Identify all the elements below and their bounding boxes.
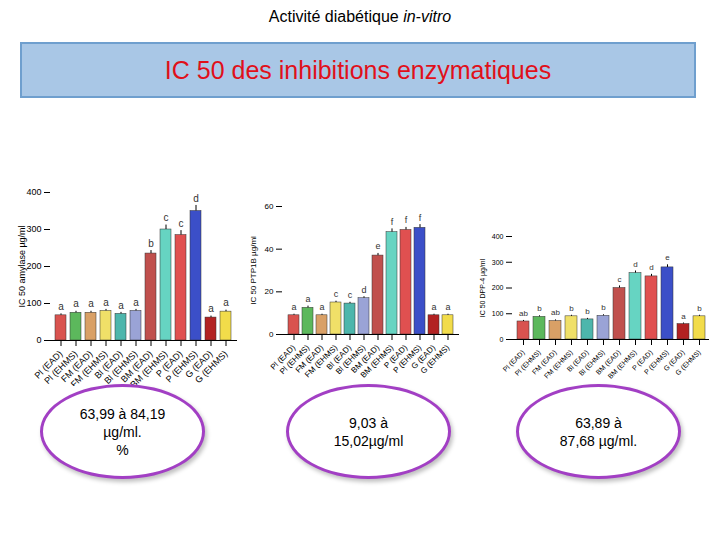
svg-text:a: a: [58, 301, 64, 312]
svg-text:a: a: [88, 298, 94, 309]
svg-text:Bl (EAD): Bl (EAD): [324, 343, 354, 372]
svg-text:Bl (EHMS): Bl (EHMS): [102, 348, 140, 386]
svg-text:0: 0: [36, 335, 41, 345]
svg-text:60: 60: [265, 202, 274, 211]
svg-text:a: a: [103, 297, 109, 308]
svg-text:a: a: [223, 297, 229, 308]
svg-text:20: 20: [265, 287, 274, 296]
html-text:IC 50 des inhibitions enzymati: IC 50 des inhibitions enzymatiques: [164, 55, 552, 84]
svg-text:e: e: [665, 253, 670, 262]
svg-text:Pl (EAD): Pl (EAD): [268, 343, 298, 372]
svg-text:a: a: [681, 312, 686, 321]
svg-text:a: a: [133, 297, 139, 308]
svg-text:c: c: [334, 289, 339, 299]
html-text:9,03 à: 9,03 à: [349, 414, 388, 431]
svg-text:IC 50 DPP-4 µg/ml: IC 50 DPP-4 µg/ml: [479, 258, 487, 317]
svg-text:b: b: [601, 303, 606, 312]
svg-text:Bl (EHMS): Bl (EHMS): [334, 343, 368, 377]
svg-text:f: f: [391, 217, 394, 227]
svg-text:BM (EHMS): BM (EHMS): [606, 348, 638, 380]
svg-text:b: b: [697, 304, 702, 313]
svg-text:Pl (EAD): Pl (EAD): [32, 348, 65, 381]
svg-text:G (EHMS): G (EHMS): [674, 349, 702, 377]
svg-text:b: b: [585, 307, 590, 316]
svg-text:BM (EAD): BM (EAD): [118, 348, 155, 385]
svg-text:P (EHMS): P (EHMS): [391, 343, 424, 375]
svg-text:IC 50 amylase µg/ml: IC 50 amylase µg/ml: [17, 225, 27, 307]
svg-text:Pl (EAD): Pl (EAD): [501, 348, 526, 373]
svg-text:FM (EAD): FM (EAD): [530, 348, 558, 376]
svg-text:300: 300: [492, 258, 504, 265]
svg-text:e: e: [375, 241, 380, 251]
svg-text:FM (EAD): FM (EAD): [293, 343, 326, 375]
html-text:63,99 à 84,19: 63,99 à 84,19: [79, 405, 166, 422]
svg-text:200: 200: [492, 284, 504, 291]
html-text:87,68 µg/ml.: 87,68 µg/ml.: [559, 432, 638, 449]
svg-text:IC 50 PTP1B µg/ml: IC 50 PTP1B µg/ml: [249, 236, 258, 305]
svg-text:a: a: [208, 303, 214, 314]
html-text:15,02µg/ml: 15,02µg/ml: [333, 432, 404, 449]
svg-text:d: d: [633, 260, 637, 269]
svg-text:300: 300: [26, 224, 41, 234]
svg-text:Bl (EAD): Bl (EAD): [565, 348, 590, 373]
svg-text:c: c: [164, 212, 169, 223]
svg-text:BM (EAD): BM (EAD): [349, 343, 382, 375]
svg-text:a: a: [445, 302, 450, 312]
svg-text:d: d: [361, 285, 366, 295]
svg-text:FM (EHMS): FM (EHMS): [303, 343, 340, 380]
svg-text:a: a: [319, 302, 324, 312]
svg-text:G (EAD): G (EAD): [409, 343, 438, 371]
svg-text:f: f: [405, 215, 408, 225]
svg-text:d: d: [193, 193, 199, 204]
svg-text:b: b: [569, 304, 574, 313]
svg-text:G (EAD): G (EAD): [662, 348, 686, 373]
svg-text:G (EHMS): G (EHMS): [193, 349, 229, 385]
svg-text:BM (EAD): BM (EAD): [594, 348, 622, 376]
html-text:µg/ml.: µg/ml.: [103, 423, 142, 440]
svg-text:a: a: [118, 300, 124, 311]
svg-text:Pl (EHMS): Pl (EHMS): [513, 348, 542, 377]
svg-text:0: 0: [500, 336, 504, 343]
svg-text:P (EAD): P (EAD): [154, 348, 185, 379]
svg-text:a: a: [305, 294, 310, 304]
svg-text:b: b: [148, 238, 154, 249]
html-text:Activité diabétique in-vitro: Activité diabétique in-vitro: [268, 8, 452, 25]
svg-text:FM (EAD): FM (EAD): [59, 348, 95, 385]
svg-text:Pl (EHMS): Pl (EHMS): [278, 343, 312, 377]
svg-text:c: c: [348, 290, 353, 300]
svg-text:a: a: [291, 302, 296, 312]
svg-text:f: f: [419, 213, 422, 223]
svg-text:Pl (EHMS): Pl (EHMS): [42, 348, 80, 386]
svg-text:ab: ab: [551, 308, 560, 317]
svg-text:40: 40: [265, 245, 274, 254]
svg-text:G (EHMS): G (EHMS): [419, 343, 452, 376]
svg-text:100: 100: [492, 310, 504, 317]
svg-text:a: a: [73, 298, 79, 309]
svg-text:FM (EHMS): FM (EHMS): [542, 348, 574, 380]
svg-text:100: 100: [26, 298, 41, 308]
svg-text:200: 200: [26, 261, 41, 271]
html-text:63,89 à: 63,89 à: [575, 414, 622, 431]
svg-text:G (EAD): G (EAD): [183, 348, 215, 380]
svg-text:P (EHMS): P (EHMS): [642, 348, 670, 376]
svg-text:400: 400: [492, 233, 504, 240]
svg-text:400: 400: [26, 187, 41, 197]
svg-text:ab: ab: [519, 309, 528, 318]
svg-text:c: c: [179, 218, 184, 229]
svg-text:0: 0: [269, 330, 274, 339]
svg-text:b: b: [537, 304, 542, 313]
svg-text:Bl (EHMS): Bl (EHMS): [577, 348, 606, 377]
svg-text:d: d: [649, 263, 653, 272]
svg-text:P (EHMS): P (EHMS): [163, 348, 200, 385]
svg-text:P (EAD): P (EAD): [382, 343, 410, 371]
svg-text:a: a: [431, 302, 436, 312]
svg-text:Bl (EAD): Bl (EAD): [92, 348, 125, 381]
svg-text:P (EAD): P (EAD): [630, 348, 654, 372]
svg-text:c: c: [618, 275, 622, 284]
svg-text:BM (EHMS): BM (EHMS): [358, 343, 396, 380]
